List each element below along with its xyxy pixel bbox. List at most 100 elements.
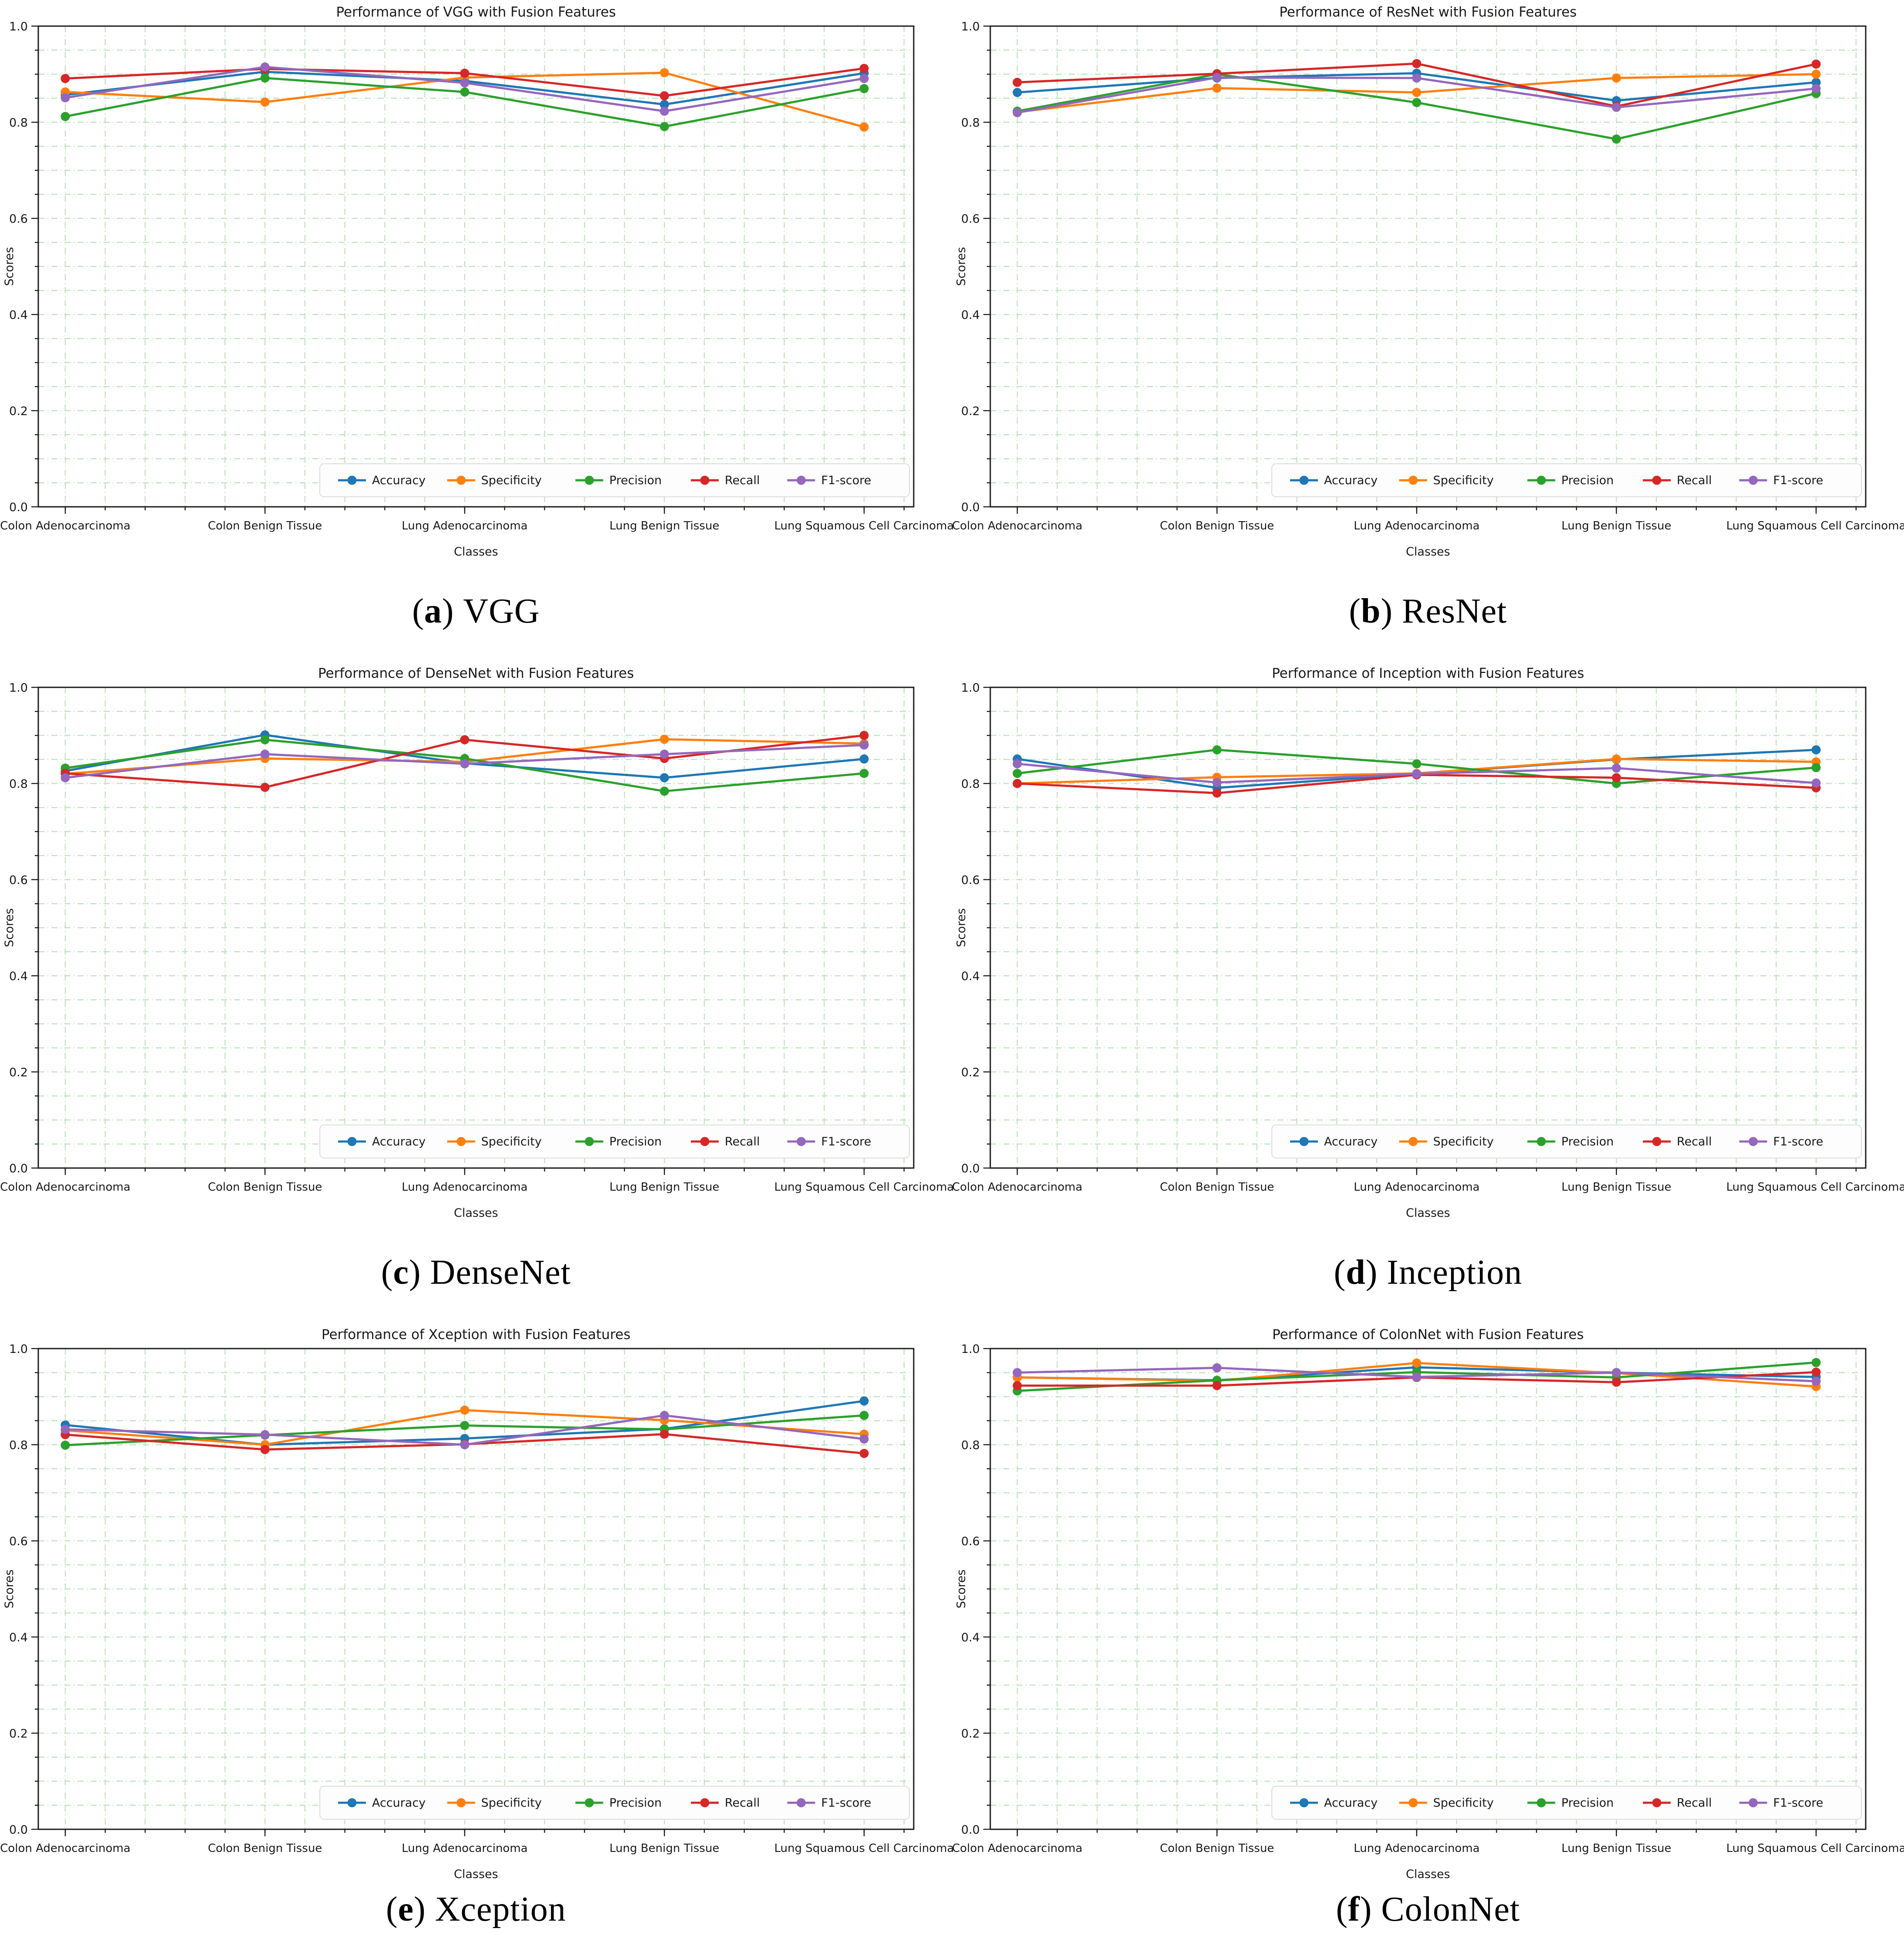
legend-label: Precision — [1561, 474, 1613, 487]
line-chart-densenet: 0.0 0.2 0.4 0.6 0.8 1.0 Colon Adenocarcinoma Co… — [0, 666, 954, 1220]
data-point — [1212, 778, 1222, 787]
legend-label: Specificity — [481, 1135, 542, 1148]
x-tick-label: Colon Adenocarcinoma — [0, 1842, 131, 1855]
x-tick-label: Colon Benign Tissue — [1160, 1842, 1274, 1855]
legend: Accuracy Specificity Precision Recall F1-sco… — [1271, 463, 1862, 497]
y-tick-label: 0.0 — [961, 501, 980, 514]
axis-ticks — [983, 1348, 1857, 1836]
data-point — [1811, 1367, 1821, 1377]
caption-label: ResNet — [1393, 592, 1507, 630]
legend-marker — [456, 1137, 466, 1146]
legend-label: Precision — [1561, 1135, 1613, 1148]
y-tick-label: 0.2 — [9, 405, 28, 418]
chart-title: Performance of DenseNet with Fusion Feat… — [318, 666, 634, 681]
legend-label: F1-score — [1773, 1135, 1823, 1148]
y-tick-label: 0.8 — [9, 116, 28, 130]
data-point — [1811, 1358, 1821, 1367]
y-tick-label: 0.2 — [9, 1727, 28, 1741]
data-point — [1612, 134, 1621, 144]
data-point — [260, 750, 270, 759]
data-point — [1012, 759, 1022, 769]
data-point — [1811, 745, 1821, 755]
legend-label: Precision — [609, 474, 661, 487]
legend-label: Specificity — [481, 1796, 542, 1810]
data-point — [1212, 1381, 1222, 1390]
data-point — [1012, 1381, 1022, 1390]
series-precision — [60, 73, 869, 131]
legend-marker — [700, 1137, 710, 1146]
data-point — [260, 97, 270, 107]
legend-label: Specificity — [481, 474, 542, 487]
line-chart-inception: 0.0 0.2 0.4 0.6 0.8 1.0 Colon Adenocarcinoma Co… — [952, 666, 1904, 1220]
data-point — [1012, 77, 1022, 87]
data-point — [60, 74, 70, 83]
legend-box — [1271, 1786, 1862, 1820]
caption-label: Xception — [426, 1890, 567, 1928]
x-tick-label: Lung Squamous Cell Carcinoma — [774, 1842, 954, 1855]
legend-label: Recall — [725, 1135, 760, 1148]
legend-marker — [347, 1798, 357, 1808]
y-tick-label: 0.0 — [961, 1162, 980, 1175]
data-point — [859, 1411, 869, 1420]
data-point — [1212, 788, 1222, 798]
chart-panel-f: 0.0 0.2 0.4 0.6 0.8 1.0 Colon Adenocarcinoma Co… — [952, 1322, 1904, 1935]
x-tick-label: Lung Benign Tissue — [610, 1181, 719, 1194]
x-tick-label: Lung Benign Tissue — [1562, 1842, 1671, 1855]
data-point — [660, 787, 669, 796]
x-tick-label: Colon Benign Tissue — [208, 1181, 322, 1194]
caption-label: Inception — [1378, 1253, 1522, 1292]
x-axis-label: Classes — [1406, 1868, 1450, 1881]
x-tick-label: Lung Adenocarcinoma — [402, 1842, 527, 1855]
series-f1-score — [60, 62, 869, 116]
data-point — [1012, 108, 1022, 117]
data-point — [460, 1405, 469, 1415]
data-point — [1811, 77, 1821, 87]
data-point — [260, 1445, 270, 1454]
data-point — [260, 62, 270, 72]
legend-marker — [1299, 1798, 1309, 1808]
legend-box — [1271, 1125, 1862, 1158]
x-tick-label: Colon Benign Tissue — [1160, 1181, 1274, 1194]
data-point — [1012, 87, 1022, 97]
axis-ticks — [983, 686, 1857, 1175]
data-point — [1612, 763, 1621, 773]
y-tick-label: 0.0 — [9, 1162, 28, 1175]
gridlines — [990, 26, 1866, 507]
data-point — [460, 78, 469, 87]
chart-panel-a: 0.0 0.2 0.4 0.6 0.8 1.0 Colon Adenocarcinoma Co… — [0, 0, 954, 661]
chart-title: Performance of Xception with Fusion Feat… — [322, 1327, 630, 1342]
data-point — [1811, 1376, 1821, 1386]
x-tick-label: Colon Adenocarcinoma — [0, 1181, 131, 1194]
y-tick-label: 0.4 — [961, 308, 980, 322]
caption-label: ColonNet — [1372, 1890, 1520, 1928]
legend-marker — [1536, 1137, 1546, 1146]
chart-title: Performance of ColonNet with Fusion Feat… — [1272, 1327, 1584, 1342]
chart-panel-b: 0.0 0.2 0.4 0.6 0.8 1.0 Colon Adenocarcinoma Co… — [952, 0, 1904, 661]
y-tick-label: 0.6 — [9, 874, 28, 887]
legend-marker — [700, 475, 710, 485]
data-point — [260, 783, 270, 792]
legend-marker — [796, 1137, 806, 1146]
series-f1-score — [1012, 73, 1821, 117]
legend-marker — [1536, 475, 1546, 485]
x-axis-label: Classes — [1406, 1206, 1450, 1220]
y-tick-label: 0.0 — [9, 501, 28, 514]
data-point — [60, 93, 70, 103]
data-point — [460, 1421, 469, 1430]
data-point — [260, 735, 270, 744]
data-point — [1212, 745, 1222, 755]
y-tick-label: 0.4 — [961, 1631, 980, 1644]
legend-marker — [796, 475, 806, 485]
legend-label: F1-score — [821, 1135, 871, 1148]
x-axis-label: Classes — [1406, 545, 1450, 559]
legend-label: Precision — [1561, 1796, 1613, 1810]
figure-caption: (c) DenseNet — [381, 1253, 571, 1292]
legend-marker — [456, 1798, 466, 1808]
legend-label: Recall — [1677, 1135, 1712, 1148]
legend-marker — [796, 1798, 806, 1808]
x-tick-label: Lung Benign Tissue — [1562, 1181, 1671, 1194]
x-tick-label: Lung Squamous Cell Carcinoma — [1726, 519, 1904, 532]
legend-label: Precision — [609, 1135, 661, 1148]
legend-label: F1-score — [1773, 1796, 1823, 1810]
